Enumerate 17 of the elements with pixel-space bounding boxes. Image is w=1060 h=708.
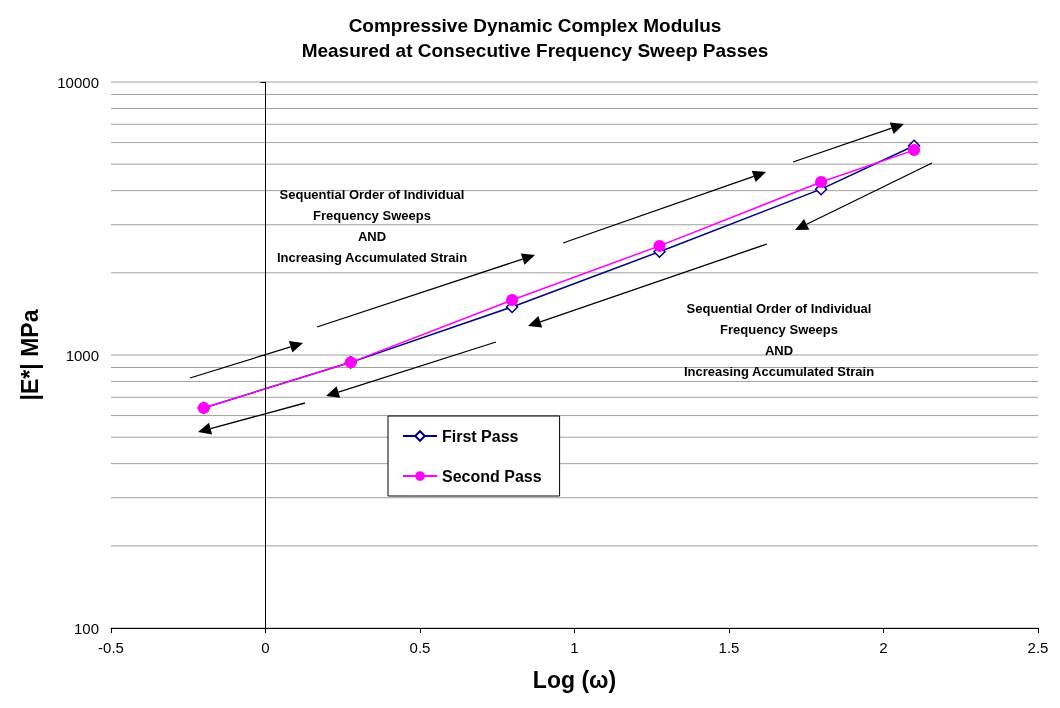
y-tick-label: 1000	[65, 346, 99, 364]
legend-label: Second Pass	[442, 467, 542, 485]
y-axis-title: |E*| MPa	[16, 309, 43, 401]
y-tick-label: 10000	[57, 73, 99, 91]
y-tick-label: 100	[73, 619, 99, 637]
x-tick-label: 0	[261, 639, 270, 656]
x-tick-label: -0.5	[98, 639, 124, 656]
annotation: Sequential Order of Individual Frequency Sweeps AND Increasing Accumulated Strain	[683, 301, 875, 379]
x-tick-label: 2.5	[1027, 639, 1049, 656]
annotation: Sequential Order of Individual Frequency Sweeps AND Increasing Accumulated Strain	[276, 187, 468, 265]
x-tick-label: 2	[879, 639, 888, 656]
x-axis-title: Log (ω)	[532, 666, 617, 693]
legend-label: First Pass	[442, 427, 519, 445]
x-tick-label: 1	[570, 639, 579, 656]
chart-title: Compressive Dynamic Complex Modulus Measured at Consecutive Frequency Sweep Passes	[301, 15, 769, 61]
x-tick-label: 0.5	[409, 639, 431, 656]
x-tick-label: 1.5	[718, 639, 740, 656]
